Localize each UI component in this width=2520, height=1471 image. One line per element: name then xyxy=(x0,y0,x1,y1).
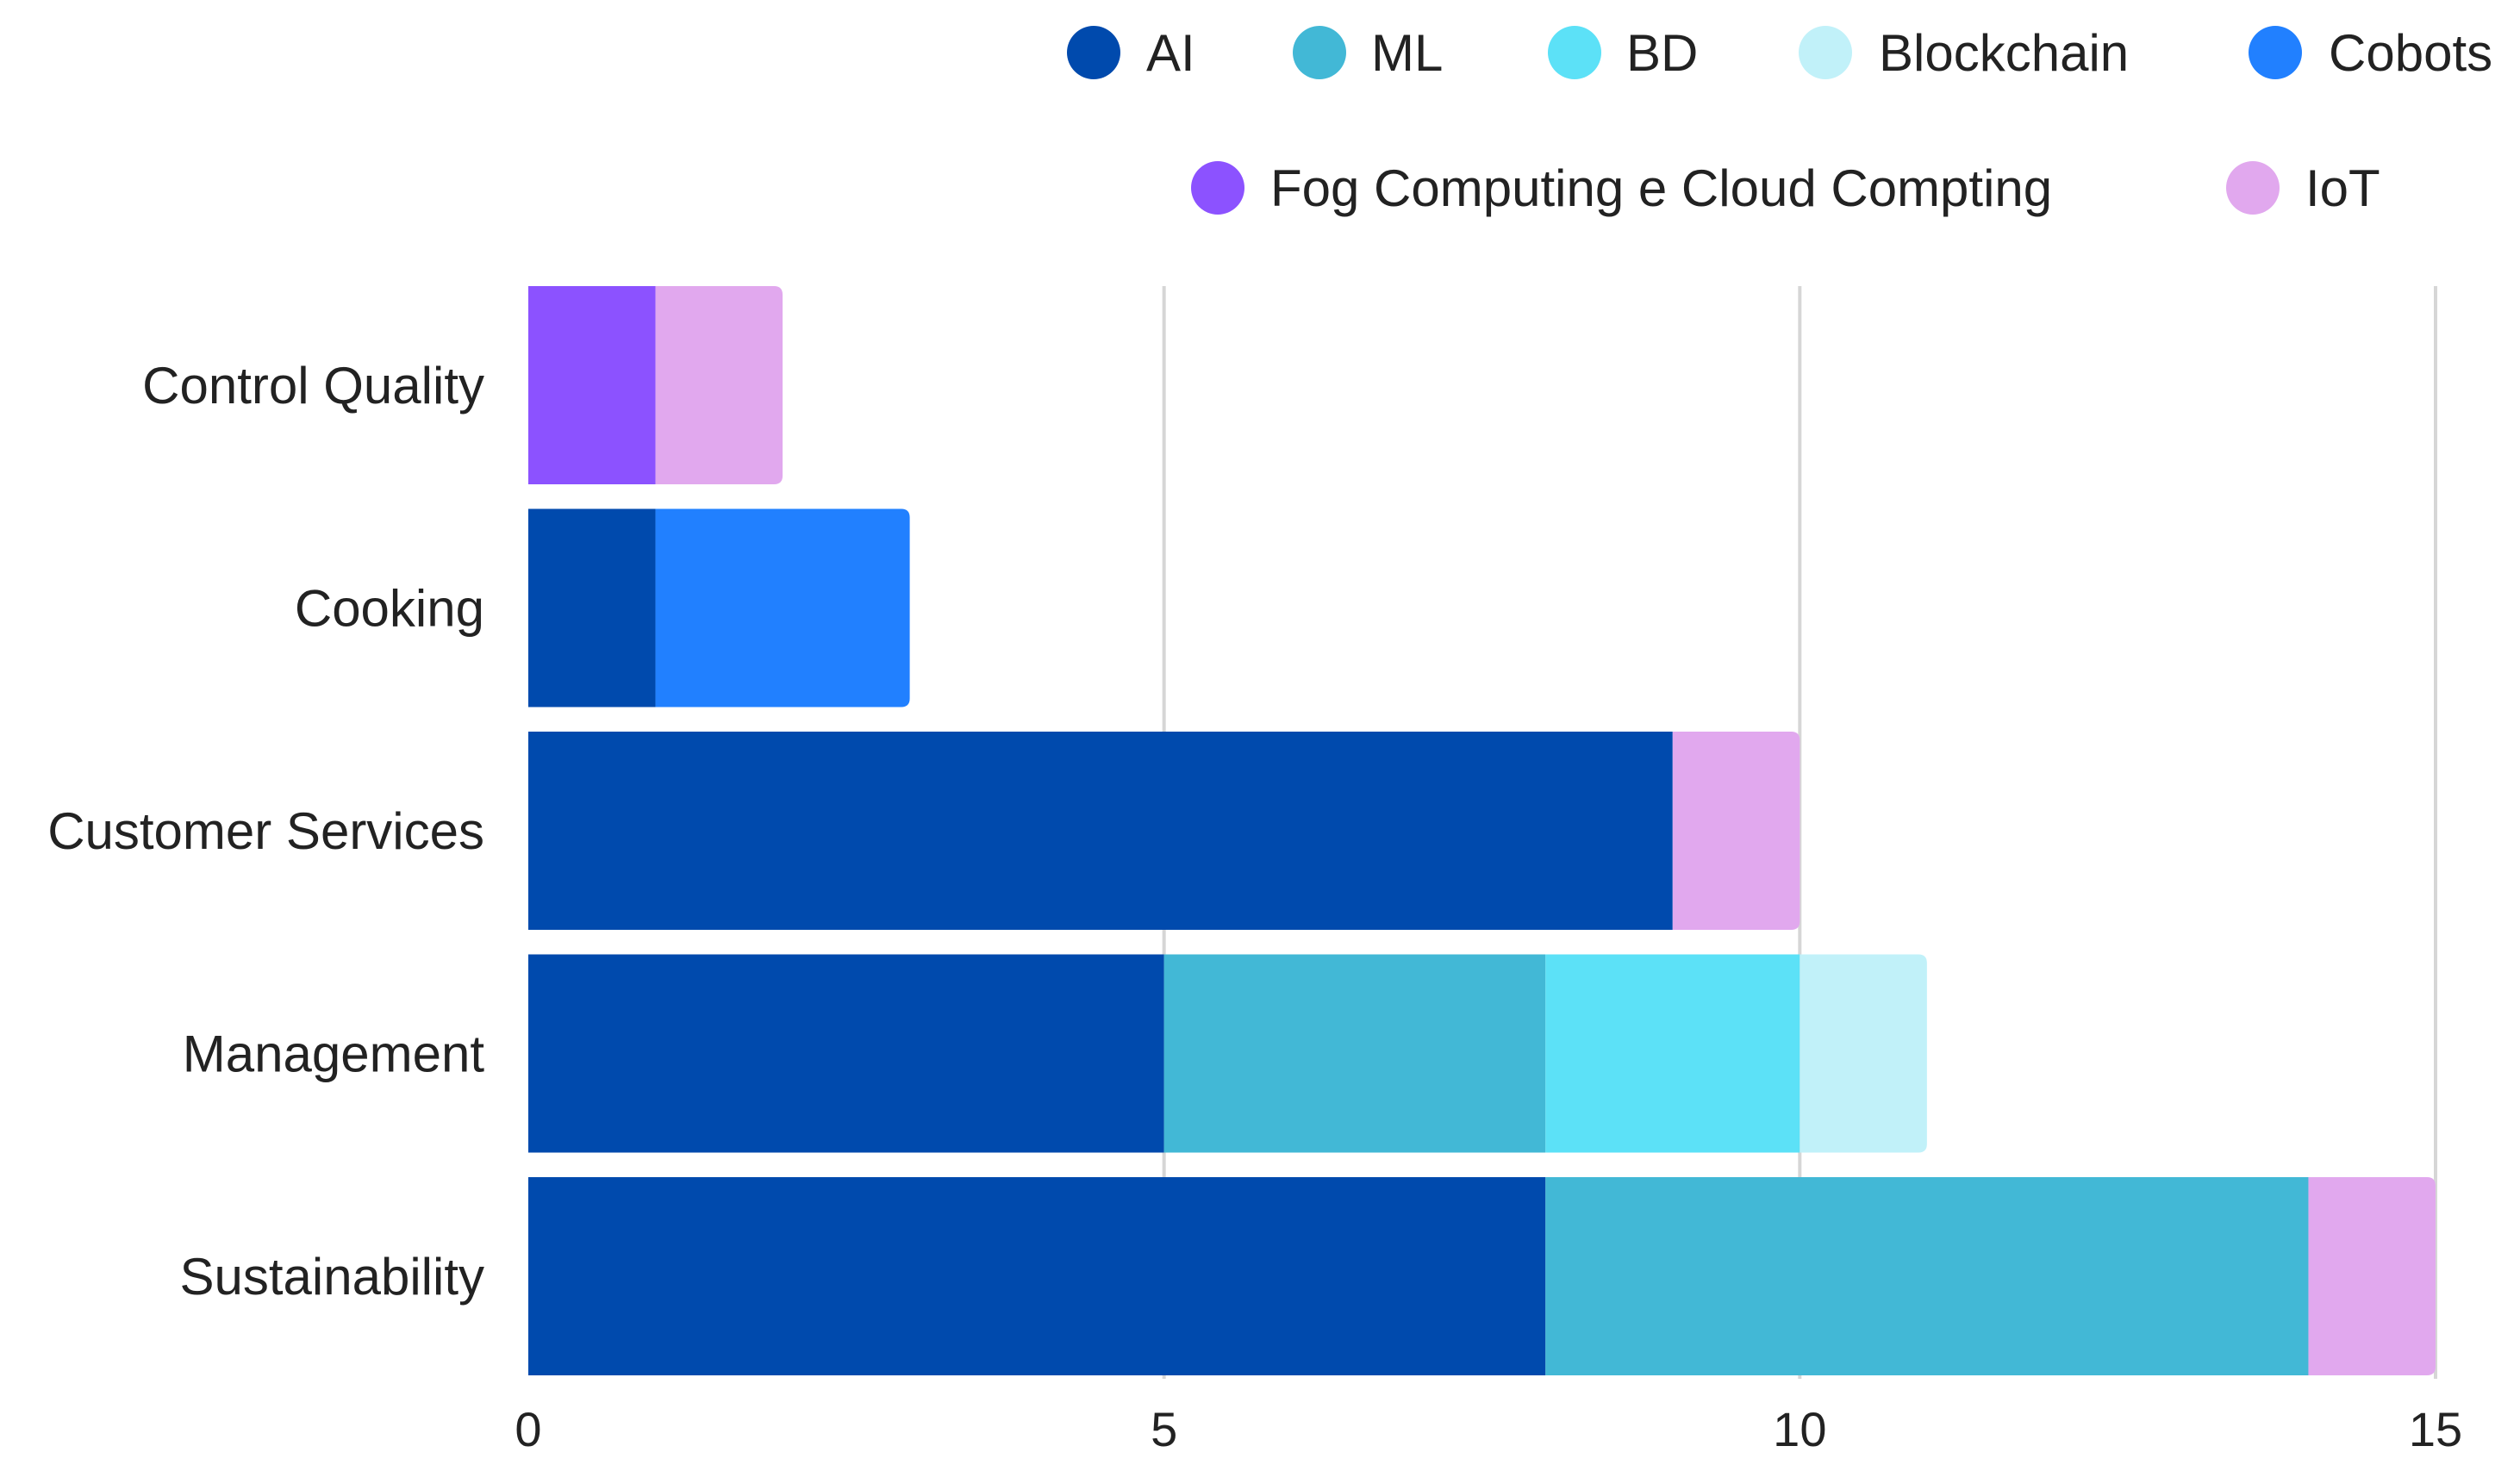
bar-management-ai xyxy=(528,954,1164,1153)
legend-label-blockchain: Blockchain xyxy=(1879,24,2129,82)
legend-swatch-blockchain xyxy=(1799,26,1852,79)
legend-label-iot: IoT xyxy=(2305,159,2380,217)
x-tick-label-15: 15 xyxy=(2409,1402,2462,1456)
bar-control-quality-iot xyxy=(655,286,783,484)
category-label-cooking: Cooking xyxy=(295,580,484,638)
legend-item-iot: IoT xyxy=(2226,159,2380,217)
x-tick-label-10: 10 xyxy=(1773,1402,1826,1456)
category-labels: Control Quality Cooking Customer Services M… xyxy=(47,357,484,1306)
legend-item-blockchain: Blockchain xyxy=(1799,24,2129,82)
bar-control-quality-fog-computing-e-cloud-compting xyxy=(528,286,656,484)
bar-sustainability-ai xyxy=(528,1177,1546,1375)
x-tick-label-5: 5 xyxy=(1151,1402,1177,1456)
legend-item-ml: ML xyxy=(1293,24,1443,82)
category-label-sustainability: Sustainability xyxy=(179,1248,484,1306)
legend-label-bd: BD xyxy=(1626,24,1698,82)
bar-sustainability-iot xyxy=(2308,1177,2436,1375)
legend: AI ML BD Blockchain Cobots Fog Computing e Cl… xyxy=(1067,24,2492,217)
bar-management-bd xyxy=(1545,954,1800,1153)
bar-cooking-cobots xyxy=(655,508,910,707)
legend-swatch-ml xyxy=(1293,26,1346,79)
legend-label-cobots: Cobots xyxy=(2329,24,2492,82)
legend-item-cobots: Cobots xyxy=(2249,24,2492,82)
legend-label-ml: ML xyxy=(1371,24,1443,82)
legend-label-ai: AI xyxy=(1146,24,1195,82)
bar-customer-services-ai xyxy=(528,732,1673,930)
legend-item-ai: AI xyxy=(1067,24,1195,82)
legend-swatch-ai xyxy=(1067,26,1120,79)
bar-management-blockchain xyxy=(1800,954,1927,1153)
legend-swatch-cobots xyxy=(2249,26,2302,79)
bar-management-ml xyxy=(1163,954,1546,1153)
legend-item-fog-computing-e-cloud-compting: Fog Computing e Cloud Compting xyxy=(1191,159,2052,217)
legend-swatch-bd xyxy=(1548,26,1601,79)
bar-customer-services-iot xyxy=(1672,732,1800,930)
bars xyxy=(528,286,2436,1375)
legend-swatch-fog-computing-e-cloud-compting xyxy=(1191,161,1244,215)
bar-sustainability-ml xyxy=(1545,1177,2309,1375)
category-label-customer-services: Customer Services xyxy=(47,802,484,860)
x-axis-ticks: 0 5 10 15 xyxy=(515,1402,2462,1456)
legend-label-fog-computing-e-cloud-compting: Fog Computing e Cloud Compting xyxy=(1270,159,2052,217)
legend-swatch-iot xyxy=(2226,161,2280,215)
bar-cooking-ai xyxy=(528,508,656,707)
legend-item-bd: BD xyxy=(1548,24,1698,82)
category-label-control-quality: Control Quality xyxy=(142,357,484,414)
category-label-management: Management xyxy=(183,1025,485,1083)
x-tick-label-0: 0 xyxy=(515,1402,541,1456)
